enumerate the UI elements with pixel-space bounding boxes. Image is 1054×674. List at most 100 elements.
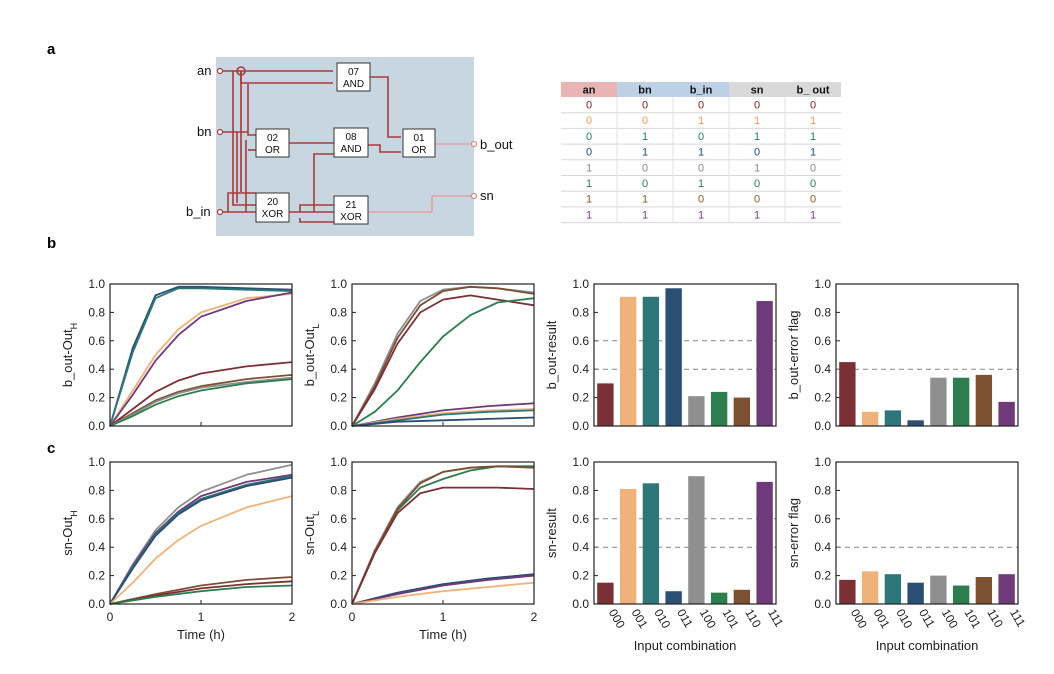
series-line-5 <box>109 576 293 605</box>
x-tick-label: 101 <box>720 607 742 632</box>
y-tick-label: 0.0 <box>88 419 105 433</box>
y-tick-label: 1.0 <box>572 277 589 291</box>
truth-table-cell: 0 <box>810 194 816 206</box>
truth-table-cell: 1 <box>642 147 648 159</box>
y-tick-label: 1.0 <box>330 455 347 469</box>
y-tick-label: 0.4 <box>814 362 831 376</box>
truth-table-cell: 1 <box>698 178 704 190</box>
x-tick-label: 2 <box>531 610 538 624</box>
y-axis-label: b_out-OutH <box>60 323 79 387</box>
x-axis-label: Time (h) <box>419 627 467 642</box>
series-line-0 <box>109 285 293 427</box>
bar-101 <box>710 391 728 426</box>
y-tick-label: 0.2 <box>572 569 589 583</box>
y-tick-label: 1.0 <box>88 277 105 291</box>
truth-table-header-cell <box>561 82 617 97</box>
plot-frame <box>593 461 777 605</box>
x-tick-label: 0 <box>107 610 114 624</box>
input-terminal-an <box>216 67 224 75</box>
truth-table-header-cell <box>785 82 841 97</box>
x-tick-label: 001 <box>871 607 893 632</box>
x-tick-label: 111 <box>765 607 786 630</box>
truth-table-cell: 0 <box>810 178 816 190</box>
series-line-1 <box>351 285 535 427</box>
svg-text:07: 07 <box>348 67 360 78</box>
series-line-3 <box>351 486 535 605</box>
y-tick-label: 0.6 <box>814 334 831 348</box>
series-line-5 <box>351 574 535 605</box>
bar-101 <box>710 592 728 604</box>
series-line-6 <box>351 581 535 605</box>
truth-table-header-cell <box>617 82 673 97</box>
truth-table-header-0: an <box>583 85 596 97</box>
truth-table-header-cell <box>729 82 785 97</box>
bar-010 <box>884 410 902 426</box>
truth-table-cell: 1 <box>586 194 592 206</box>
bar-011 <box>665 288 682 426</box>
truth-table-cell: 0 <box>642 115 648 127</box>
plot-frame <box>351 283 535 427</box>
truth-table-cell: 0 <box>754 178 760 190</box>
truth-table-cell: 1 <box>698 115 704 127</box>
series-line-4 <box>109 495 293 605</box>
series-line-2 <box>109 293 293 427</box>
svg-text:21: 21 <box>345 200 357 211</box>
series-line-5 <box>351 408 535 427</box>
y-tick-label: 0.6 <box>572 334 589 348</box>
y-tick-label: 0.8 <box>88 305 105 319</box>
truth-table-cell: 0 <box>642 162 648 174</box>
panel-label-b: b <box>47 235 56 252</box>
input-terminal-b-in <box>216 208 224 216</box>
bar-100 <box>930 575 947 604</box>
bar-110 <box>733 589 751 604</box>
series-line-5 <box>109 374 293 427</box>
series-line-6 <box>351 409 535 427</box>
x-tick-label: 0 <box>349 610 356 624</box>
truth-table-cell: 1 <box>754 131 760 143</box>
y-tick-label: 0.6 <box>88 512 105 526</box>
gate-02-or: 02 OR <box>255 128 290 158</box>
truth-table-cell: 0 <box>698 194 704 206</box>
gate-08-and: 08 AND <box>333 127 369 158</box>
truth-table-cell: 0 <box>586 147 592 159</box>
y-axis-label: sn-error flag <box>786 498 801 568</box>
truth-table-cell: 0 <box>586 131 592 143</box>
series-line-1 <box>109 287 293 427</box>
truth-table-cell: 1 <box>754 162 760 174</box>
bar-011 <box>665 591 682 604</box>
series-line-3 <box>109 291 293 427</box>
y-tick-label: 0.4 <box>88 540 105 554</box>
truth-table-cell: 1 <box>810 115 816 127</box>
x-tick-label: 1 <box>440 610 447 624</box>
truth-table-cell: 1 <box>698 209 704 221</box>
series-line-2 <box>351 465 535 605</box>
chart-panel-4: 0.0 0.2 0.4 0.6 0.8 1.0 sn-OutH 0 1 2 Time (h) <box>60 455 296 642</box>
bar-001 <box>861 571 879 604</box>
chart-panel-1: 0.0 0.2 0.4 0.6 0.8 1.0 b_out-OutL <box>302 277 535 433</box>
output-wires <box>368 143 474 213</box>
truth-table-header-4: b_ out <box>797 85 830 97</box>
y-tick-label: 0.2 <box>330 569 347 583</box>
input-terminal-bn <box>216 128 224 136</box>
truth-table-header-2: b_in <box>690 85 713 97</box>
input-label-an: an <box>197 63 211 78</box>
y-tick-label: 0.0 <box>88 597 105 611</box>
truth-table-header-cell <box>673 82 729 97</box>
bar-100 <box>688 476 705 604</box>
truth-table-cell: 1 <box>810 209 816 221</box>
x-tick-label: 100 <box>939 607 961 632</box>
truth-table-cell: 1 <box>754 115 760 127</box>
svg-text:20: 20 <box>267 197 279 208</box>
truth-table-cell: 0 <box>754 100 760 112</box>
bar-111 <box>998 401 1015 426</box>
x-tick-label: 110 <box>984 607 1006 631</box>
bar-111 <box>756 481 773 604</box>
y-axis-label: b_out-OutL <box>302 324 321 387</box>
y-tick-label: 1.0 <box>814 277 831 291</box>
truth-table-cell: 0 <box>642 100 648 112</box>
y-tick-label: 0.4 <box>572 362 589 376</box>
chart-panel-5: 0.0 0.2 0.4 0.6 0.8 1.0 sn-OutL 0 1 2 Time (h) <box>302 455 538 642</box>
gate-21-xor: 21 XOR <box>333 195 369 225</box>
truth-table-cell: 1 <box>754 209 760 221</box>
bar-011 <box>907 420 924 426</box>
